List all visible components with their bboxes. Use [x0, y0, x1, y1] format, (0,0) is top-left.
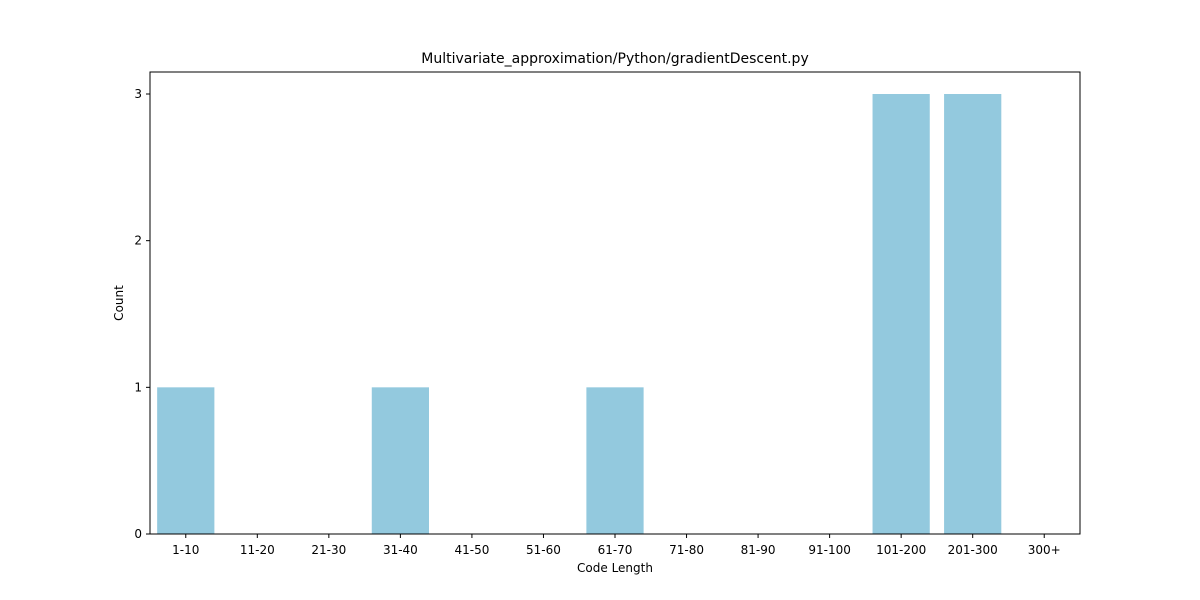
x-tick-label: 71-80 [669, 543, 704, 557]
x-tick-label: 31-40 [383, 543, 418, 557]
x-tick-label: 51-60 [526, 543, 561, 557]
x-tick-label: 21-30 [311, 543, 346, 557]
x-tick-label: 91-100 [808, 543, 851, 557]
x-tick-label: 11-20 [240, 543, 275, 557]
x-tick-label: 61-70 [598, 543, 633, 557]
bar-31-40 [371, 387, 429, 534]
x-tick-label: 41-50 [454, 543, 489, 557]
y-tick-label: 1 [134, 380, 142, 394]
x-tick-label: 201-300 [948, 543, 998, 557]
x-tick-label: 1-10 [172, 543, 199, 557]
y-axis-label: Count [112, 285, 126, 321]
bar-1-10 [157, 387, 215, 534]
bar-101-200 [872, 94, 930, 534]
y-axis-ticks: 0 1 2 3 [134, 87, 150, 541]
x-axis-label: Code Length [577, 561, 653, 575]
x-tick-label: 101-200 [876, 543, 926, 557]
plot-frame [149, 71, 1081, 535]
chart-title: Multivariate_approximation/Python/gradie… [421, 51, 808, 67]
y-tick-label: 3 [134, 87, 142, 101]
x-tick-label: 81-90 [741, 543, 776, 557]
bar-61-70 [586, 387, 644, 534]
x-axis-ticks: 1-10 11-20 21-30 31-40 41-50 51-60 61-70 71-80 8… [172, 534, 1061, 557]
bars-group [157, 94, 1002, 534]
y-tick-label: 2 [134, 234, 142, 248]
y-tick-label: 0 [134, 527, 142, 541]
x-tick-label: 300+ [1028, 543, 1061, 557]
bar-201-300 [944, 94, 1002, 534]
